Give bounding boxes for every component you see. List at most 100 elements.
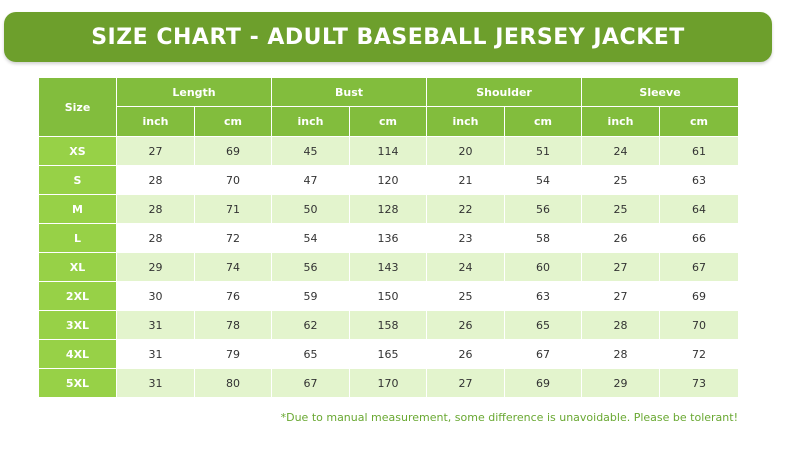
table-cell: 45 bbox=[271, 136, 351, 166]
table-cell: 72 bbox=[193, 223, 273, 253]
table-cell: 24 bbox=[581, 136, 661, 166]
table-cell: 136 bbox=[349, 223, 428, 253]
table-cell: 114 bbox=[349, 136, 428, 166]
table-cell: 30 bbox=[116, 281, 195, 311]
unit-header: inch bbox=[426, 106, 506, 137]
table-row: L 28 72 54 136 23 58 26 66 bbox=[38, 223, 740, 253]
table-cell: 50 bbox=[271, 194, 351, 224]
table-cell: 70 bbox=[193, 165, 273, 195]
table-body: XS 27 69 45 114 20 51 24 61 S 28 70 47 120 21 54 25 63 M 28… bbox=[38, 136, 740, 398]
table-cell: 69 bbox=[193, 136, 273, 166]
table-cell: 65 bbox=[504, 310, 583, 340]
table-cell: 29 bbox=[581, 368, 661, 398]
table-row: M 28 71 50 128 22 56 25 64 bbox=[38, 194, 740, 224]
table-cell: 20 bbox=[426, 136, 506, 166]
table-cell: 27 bbox=[116, 136, 195, 166]
table-cell: 28 bbox=[116, 223, 195, 253]
table-cell: 27 bbox=[426, 368, 506, 398]
table-cell: 79 bbox=[193, 339, 273, 369]
size-label: 4XL bbox=[38, 339, 117, 369]
table-cell: 25 bbox=[581, 165, 661, 195]
unit-header: inch bbox=[271, 106, 351, 137]
table-cell: 63 bbox=[504, 281, 583, 311]
table-cell: 58 bbox=[504, 223, 583, 253]
size-label: XS bbox=[38, 136, 117, 166]
table-cell: 23 bbox=[426, 223, 506, 253]
table-cell: 26 bbox=[426, 310, 506, 340]
table-cell: 21 bbox=[426, 165, 506, 195]
table-cell: 56 bbox=[271, 252, 351, 282]
table-cell: 67 bbox=[504, 339, 583, 369]
group-header-bust: Bust bbox=[271, 77, 428, 107]
size-label: L bbox=[38, 223, 117, 253]
size-label: M bbox=[38, 194, 117, 224]
table-cell: 65 bbox=[271, 339, 351, 369]
unit-header: cm bbox=[659, 106, 740, 137]
table-cell: 31 bbox=[116, 368, 195, 398]
table-cell: 24 bbox=[426, 252, 506, 282]
table-cell: 22 bbox=[426, 194, 506, 224]
table-cell: 59 bbox=[271, 281, 351, 311]
table-cell: 165 bbox=[349, 339, 428, 369]
table-cell: 29 bbox=[116, 252, 195, 282]
size-label: S bbox=[38, 165, 117, 195]
table-cell: 80 bbox=[193, 368, 273, 398]
table-cell: 120 bbox=[349, 165, 428, 195]
table-cell: 73 bbox=[659, 368, 740, 398]
table-cell: 56 bbox=[504, 194, 583, 224]
table-cell: 31 bbox=[116, 339, 195, 369]
table-cell: 76 bbox=[193, 281, 273, 311]
table-cell: 62 bbox=[271, 310, 351, 340]
header-group-row: Size Length Bust Shoulder Sleeve bbox=[38, 77, 740, 137]
table-cell: 28 bbox=[581, 339, 661, 369]
table-cell: 47 bbox=[271, 165, 351, 195]
unit-header: cm bbox=[349, 106, 428, 137]
table-cell: 69 bbox=[504, 368, 583, 398]
table-cell: 67 bbox=[271, 368, 351, 398]
table-cell: 70 bbox=[659, 310, 740, 340]
table-cell: 61 bbox=[659, 136, 740, 166]
unit-header: inch bbox=[116, 106, 195, 137]
table-cell: 66 bbox=[659, 223, 740, 253]
size-header: Size bbox=[38, 77, 117, 137]
group-header-sleeve: Sleeve bbox=[581, 77, 740, 107]
header-unit-row: inch cm inch cm inch cm inch cm bbox=[39, 106, 740, 137]
table-cell: 71 bbox=[193, 194, 273, 224]
table-cell: 28 bbox=[116, 194, 195, 224]
table-cell: 72 bbox=[659, 339, 740, 369]
table-row: XL 29 74 56 143 24 60 27 67 bbox=[38, 252, 740, 282]
table-cell: 31 bbox=[116, 310, 195, 340]
title-banner: SIZE CHART - ADULT BASEBALL JERSEY JACKE… bbox=[4, 12, 772, 62]
table-cell: 64 bbox=[659, 194, 740, 224]
table-row: XS 27 69 45 114 20 51 24 61 bbox=[38, 136, 740, 166]
table-cell: 63 bbox=[659, 165, 740, 195]
table-cell: 54 bbox=[504, 165, 583, 195]
table-cell: 69 bbox=[659, 281, 740, 311]
size-label: 3XL bbox=[38, 310, 117, 340]
size-label: 2XL bbox=[38, 281, 117, 311]
size-chart-table: Size Length Bust Shoulder Sleeve inch cm… bbox=[38, 77, 740, 398]
table-cell: 28 bbox=[581, 310, 661, 340]
table-row: 5XL 31 80 67 170 27 69 29 73 bbox=[38, 368, 740, 398]
unit-header: cm bbox=[504, 106, 583, 137]
unit-header: inch bbox=[581, 106, 661, 137]
table-cell: 27 bbox=[581, 281, 661, 311]
size-label: 5XL bbox=[38, 368, 117, 398]
table-cell: 150 bbox=[349, 281, 428, 311]
table-cell: 143 bbox=[349, 252, 428, 282]
table-row: 4XL 31 79 65 165 26 67 28 72 bbox=[38, 339, 740, 369]
table-cell: 170 bbox=[349, 368, 428, 398]
group-header-shoulder: Shoulder bbox=[426, 77, 583, 107]
group-header-length: Length bbox=[115, 77, 273, 107]
table-cell: 25 bbox=[581, 194, 661, 224]
table-cell: 28 bbox=[116, 165, 195, 195]
table-header: Size Length Bust Shoulder Sleeve inch cm… bbox=[38, 77, 740, 137]
table-cell: 74 bbox=[193, 252, 273, 282]
table-row: S 28 70 47 120 21 54 25 63 bbox=[38, 165, 740, 195]
table-cell: 158 bbox=[349, 310, 428, 340]
measurement-note: *Due to manual measurement, some differe… bbox=[280, 411, 738, 424]
page-title: SIZE CHART - ADULT BASEBALL JERSEY JACKE… bbox=[91, 24, 685, 50]
table-cell: 128 bbox=[349, 194, 428, 224]
table-cell: 27 bbox=[581, 252, 661, 282]
size-label: XL bbox=[38, 252, 117, 282]
